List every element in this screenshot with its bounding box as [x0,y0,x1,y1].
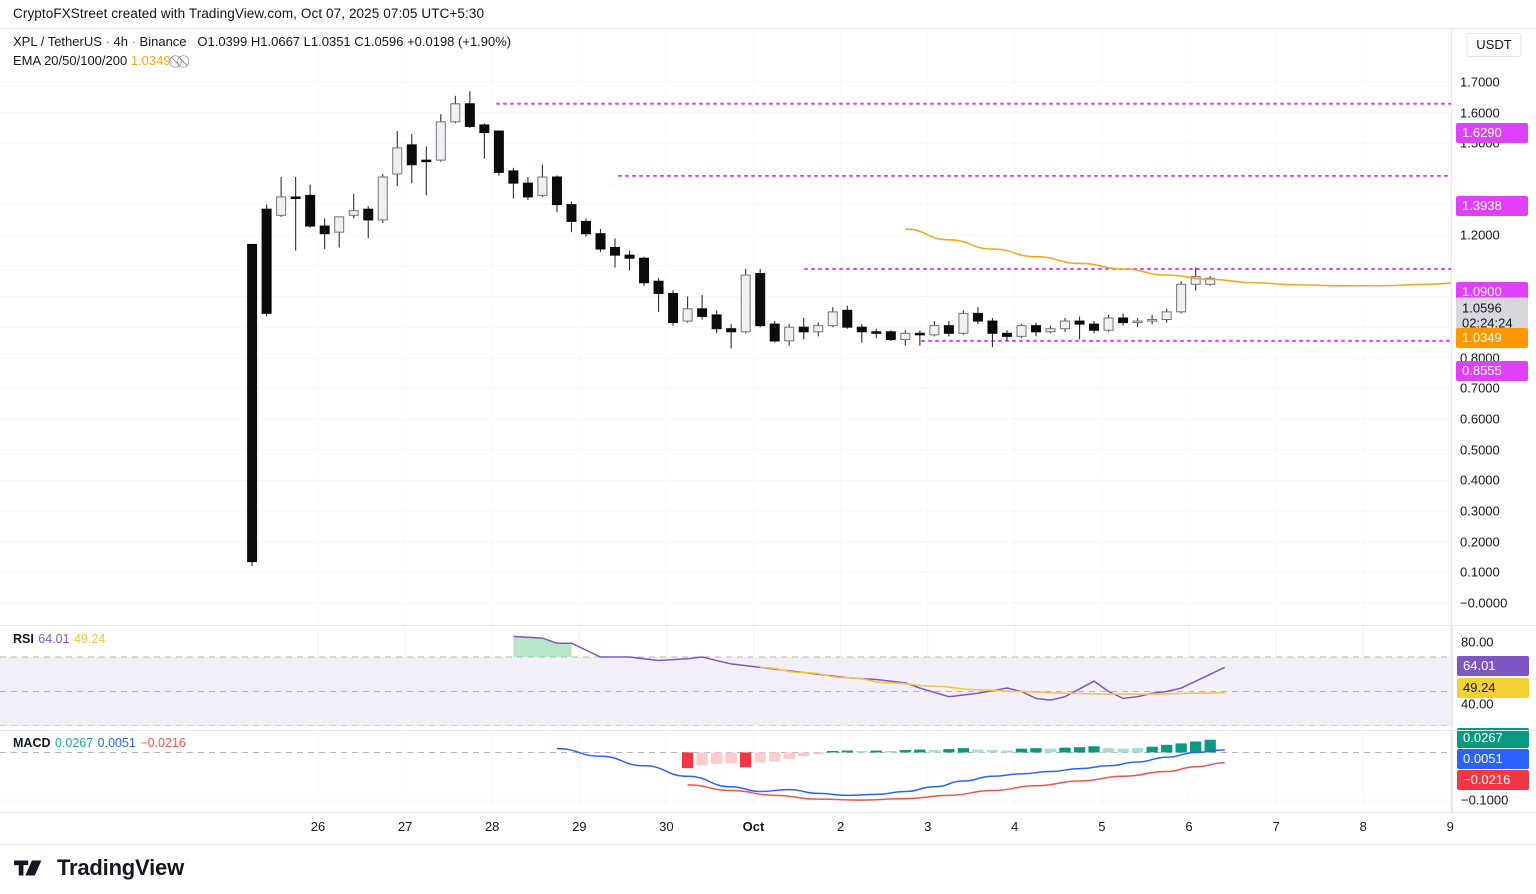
rsi-tick-40: 40.00 [1461,696,1494,712]
price-badge-resistance-mid[interactable]: 1.3938 [1456,196,1528,216]
price-tick: 0.2000 [1460,534,1500,550]
footer-bar: TradingView [0,844,1536,894]
macd-hist-badge[interactable]: 0.0267 [1457,728,1529,748]
tradingview-mark-icon [14,860,42,876]
rsi-pane-separator [0,625,1536,626]
price-tick: 0.1000 [1460,564,1500,580]
macd-canvas [0,731,1452,812]
rsi-plot-area[interactable]: RSI 64.01 49.24 [0,626,1452,726]
macd-plot-area[interactable]: MACD 0.0267 0.0051 −0.0216 [0,731,1452,812]
price-tick: 0.6000 [1460,411,1500,427]
time-tick: 30 [659,819,674,834]
macd-pane-separator [0,730,1536,731]
time-tick: 8 [1359,819,1367,834]
rsi-axis[interactable]: 80.00 64.01 49.24 40.00 [1452,626,1536,726]
time-tick: 5 [1098,819,1106,834]
time-tick: 26 [310,819,326,834]
price-tick: 0.7000 [1460,380,1500,396]
price-tick: 1.6000 [1460,105,1500,121]
time-tick: 9 [1446,819,1454,834]
time-tick: Oct [742,819,765,834]
price-badge-resistance-high[interactable]: 1.6290 [1456,123,1528,143]
time-tick: 2 [836,819,845,834]
price-badge-support[interactable]: 0.8555 [1456,361,1528,381]
attribution-text: CryptoFXStreet created with TradingView.… [13,6,485,21]
price-tick: 0.5000 [1460,442,1500,458]
time-tick: 7 [1272,819,1280,834]
rsi-canvas [0,626,1452,726]
time-tick: 6 [1185,819,1193,834]
time-tick: 27 [397,819,413,834]
tradingview-wordmark: TradingView [57,855,184,880]
macd-axis[interactable]: 0.0267 0.0051 −0.0216 −0.1000 [1452,728,1536,812]
price-tick: 1.7000 [1460,74,1500,90]
macd-signal-badge[interactable]: −0.0216 [1457,770,1529,790]
time-axis[interactable]: 26 27 28 29 30 Oct 2 3 4 5 6 7 8 9 [0,812,1536,844]
macd-tick-neg: −0.1000 [1461,792,1509,808]
rsi-ma-badge[interactable]: 49.24 [1457,678,1529,698]
last-price-value: 1.0596 [1462,300,1502,316]
price-tick: −0.0000 [1460,595,1508,611]
price-tick: 1.2000 [1460,227,1500,243]
rsi-value-badge[interactable]: 64.01 [1457,656,1529,676]
price-tick: 0.3000 [1460,503,1500,519]
tradingview-logo[interactable]: TradingView [14,855,184,881]
price-plot-area[interactable] [0,29,1452,813]
price-axis-unit: USDT [1466,33,1522,57]
time-tick: 28 [484,819,500,834]
bar-countdown: 02:24:24 [1462,315,1513,331]
price-tick: 0.4000 [1460,472,1500,488]
price-chart-canvas [0,29,1451,813]
price-badge-resistance-low[interactable]: 1.0900 [1456,282,1528,302]
macd-line-badge[interactable]: 0.0051 [1457,749,1529,769]
time-tick: 3 [924,819,932,834]
rsi-tick-80: 80.00 [1461,634,1494,650]
time-tick: 29 [572,819,587,834]
time-tick: 4 [1011,819,1019,834]
ema-price-badge[interactable]: 1.0349 [1456,328,1528,348]
